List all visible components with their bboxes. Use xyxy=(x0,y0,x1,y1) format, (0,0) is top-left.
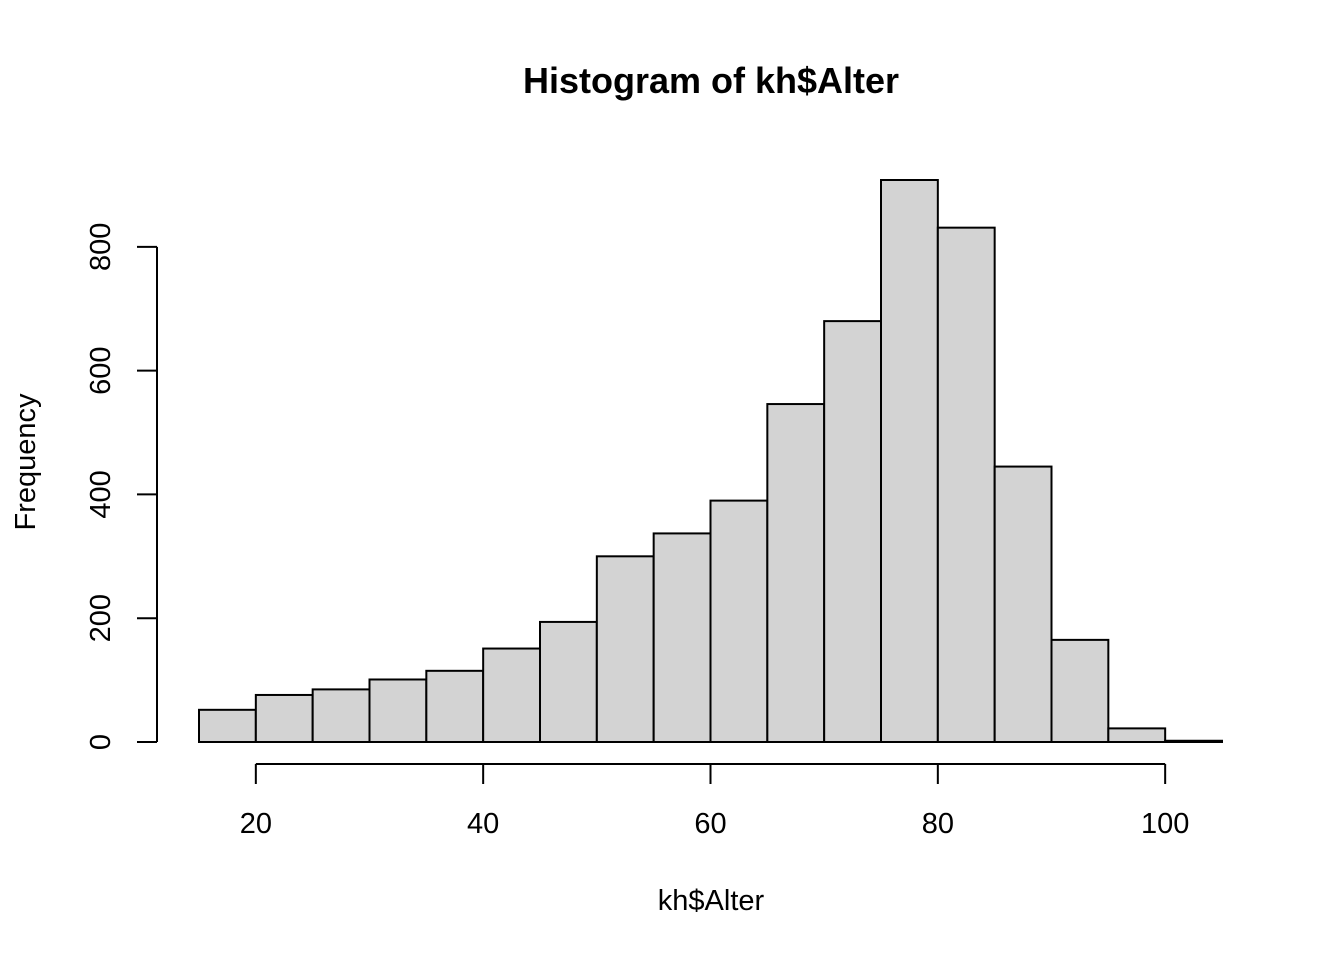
histogram-bar xyxy=(254,693,314,743)
histogram-bar xyxy=(1050,638,1110,743)
y-axis-label: Frequency xyxy=(10,393,42,531)
histogram-bar xyxy=(993,465,1053,743)
histogram-bar xyxy=(311,688,371,744)
x-tick-label: 40 xyxy=(467,808,499,840)
histogram-bar xyxy=(880,179,939,743)
histogram-bar xyxy=(1164,739,1223,743)
x-tick-label: 20 xyxy=(240,808,272,840)
histogram-bar xyxy=(652,532,712,744)
x-tick-label: 100 xyxy=(1141,808,1189,840)
histogram-bar xyxy=(823,320,883,743)
histogram-bar xyxy=(368,678,428,743)
x-tick-label: 60 xyxy=(694,808,726,840)
histogram-bar xyxy=(425,669,485,744)
x-axis: 20 40 60 80 100 xyxy=(240,763,1189,840)
y-tick-label: 600 xyxy=(85,346,117,394)
x-tick-label: 80 xyxy=(922,808,954,840)
histogram-bar xyxy=(539,620,598,743)
histogram-bar xyxy=(482,647,541,744)
histogram-bar xyxy=(595,555,655,744)
bars-group xyxy=(198,179,1223,744)
y-axis: 0 200 400 600 800 xyxy=(85,223,158,750)
x-axis-label: kh$Alter xyxy=(658,885,765,917)
y-tick-label: 800 xyxy=(85,223,117,271)
histogram-bar xyxy=(709,499,769,743)
histogram-bar xyxy=(1107,727,1167,743)
y-tick-label: 200 xyxy=(85,594,117,642)
histogram-bar xyxy=(936,226,996,744)
y-tick-label: 0 xyxy=(85,734,117,750)
histogram-bar xyxy=(198,708,257,744)
y-tick-label: 400 xyxy=(85,470,117,518)
chart-title: Histogram of kh$Alter xyxy=(523,60,899,101)
histogram-bar xyxy=(766,403,826,743)
